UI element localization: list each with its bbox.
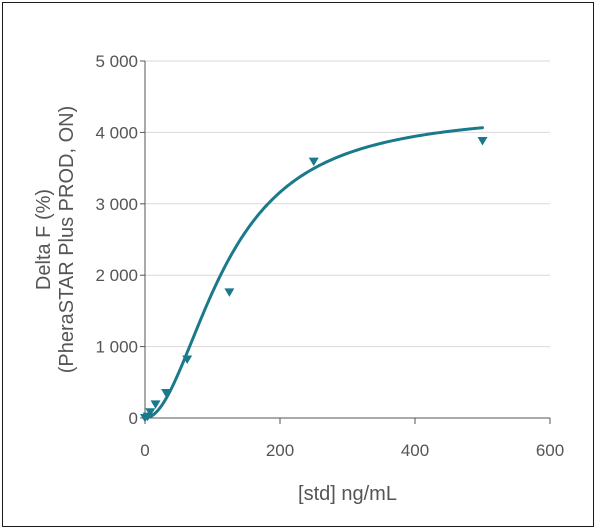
grid [145,60,550,348]
y-tick-label-3: 3 000 [95,195,138,214]
axes [144,61,550,419]
data-point-0-8 [477,136,488,146]
fit-curve [143,126,484,420]
x-tick-label-2: 400 [401,441,429,460]
x-tick-label-1: 200 [266,441,294,460]
x-tick-label-0: 0 [140,441,149,460]
y-tick-label-5: 5 000 [95,52,138,71]
data-point-0-4 [161,389,172,398]
y-tick-label-0: 0 [129,409,138,428]
data-points [140,136,488,423]
y-axis-title-line-2: (PheraSTAR Plus PROD, ON) [56,106,78,373]
data-point-0-2 [145,408,156,417]
data-point-0-7 [308,157,319,167]
y-tick-label-1: 1 000 [95,338,138,357]
data-point-0-6 [224,288,235,297]
y-axis-title-group: Delta F (%) (PheraSTAR Plus PROD, ON) [33,106,78,373]
y-tick-label-4: 4 000 [95,123,138,142]
data-point-0-5 [182,355,193,364]
data-point-0-3 [150,400,161,409]
x-ticks: 0 200 400 600 [140,418,564,460]
x-tick-label-3: 600 [536,441,564,460]
chart-frame [2,2,594,527]
y-axis-title-line-1: Delta F (%) [33,189,55,290]
x-axis-title: [std] ng/mL [298,483,397,505]
y-tick-label-2: 2 000 [95,266,138,285]
y-ticks: 0 1 000 2 000 3 000 4 000 5 000 [95,52,145,428]
